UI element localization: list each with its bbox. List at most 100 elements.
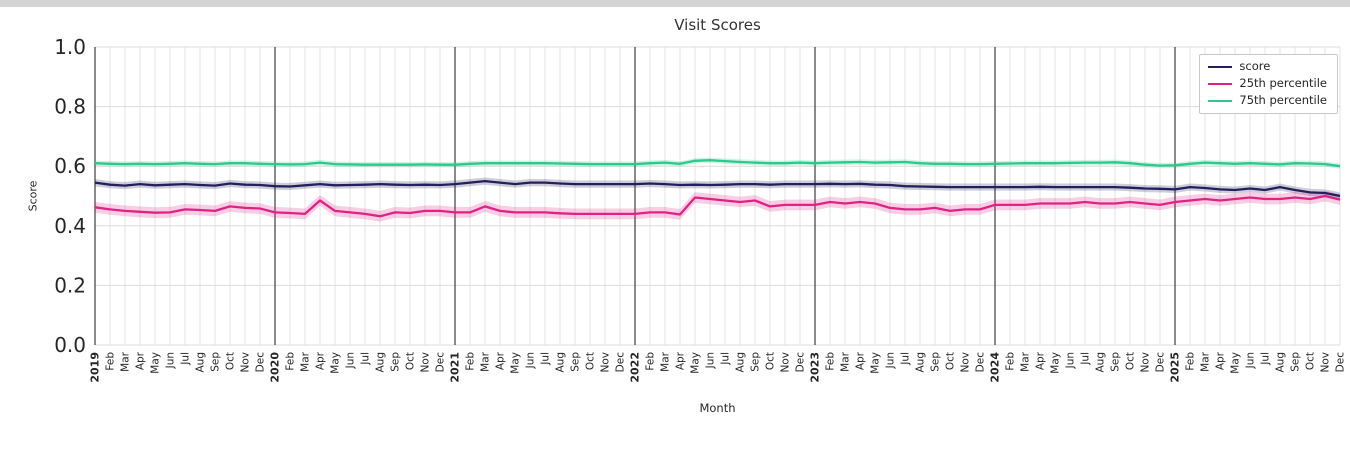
x-tick-label: Sep	[930, 352, 942, 372]
x-tick-label: Jun	[885, 352, 897, 369]
x-tick-label: Sep	[570, 352, 582, 372]
x-tick-label: May	[330, 352, 342, 374]
x-tick-label: Feb	[465, 352, 477, 371]
x-tick-label: Oct	[1305, 352, 1317, 370]
x-tick-label: Apr	[495, 351, 507, 370]
legend-label: 75th percentile	[1239, 93, 1327, 107]
x-tick-label: Jun	[525, 352, 537, 369]
legend-label: score	[1239, 59, 1271, 73]
x-tick-label: Mar	[300, 351, 312, 371]
y-tick-label: 1.0	[54, 35, 86, 59]
x-tick-label: Dec	[795, 352, 807, 373]
x-tick-label: May	[150, 352, 162, 374]
y-tick-label: 0.4	[54, 214, 86, 238]
x-tick-label: Jul	[540, 352, 552, 366]
x-tick-label: Nov	[600, 352, 612, 373]
x-tick-label: Dec	[615, 352, 627, 373]
x-tick-label: Oct	[225, 352, 237, 370]
x-tick-label: Jun	[705, 352, 717, 369]
y-tick-label: 0.2	[54, 273, 86, 297]
x-tick-label: Sep	[1110, 352, 1122, 372]
x-tick-label: Apr	[675, 351, 687, 370]
x-tick-label: Oct	[1125, 352, 1137, 370]
x-tick-label: Jul	[720, 352, 732, 366]
y-axis-label: Score	[26, 180, 40, 212]
x-tick-label: Nov	[960, 352, 972, 373]
x-tick-label: Jul	[900, 352, 912, 366]
x-tick-label: Oct	[765, 352, 777, 370]
x-tick-label: Apr	[855, 351, 867, 370]
legend-swatch	[1208, 99, 1233, 102]
x-tick-label: Jun	[165, 352, 177, 369]
x-tick-label: Jul	[360, 352, 372, 366]
x-tick-label: Dec	[1335, 352, 1347, 373]
x-tick-label: Aug	[1095, 352, 1107, 373]
x-tick-label: Dec	[255, 352, 267, 373]
series-line-75th-percentile	[94, 159, 1341, 168]
x-tick-label: Apr	[1035, 351, 1047, 370]
x-tick-label: Nov	[780, 352, 792, 373]
x-tick-label: Dec	[435, 352, 447, 373]
x-tick-label: Aug	[1275, 352, 1287, 373]
x-tick-label: Sep	[1290, 352, 1302, 372]
x-tick-label: Jun	[345, 352, 357, 369]
legend-swatch	[1208, 65, 1233, 68]
x-tick-label: Mar	[480, 351, 492, 371]
x-tick-label: Aug	[735, 352, 747, 373]
x-tick-label: Apr	[1215, 351, 1227, 370]
legend-item-25th-percentile: 25th percentile	[1208, 77, 1327, 90]
x-tick-label: Mar	[1200, 351, 1212, 371]
x-tick-label: May	[1230, 352, 1242, 374]
x-tick-label: Nov	[1140, 352, 1152, 373]
x-tick-label: Jun	[1065, 352, 1077, 369]
x-tick-label: Aug	[555, 352, 567, 373]
x-tick-label: Dec	[1155, 352, 1167, 373]
x-tick-label: Aug	[375, 352, 387, 373]
x-tick-label: Mar	[660, 351, 672, 371]
x-tick-label: May	[870, 352, 882, 374]
x-tick-label: 2024	[989, 352, 1002, 383]
x-tick-label: Feb	[1005, 352, 1017, 371]
x-tick-label: Jul	[1260, 352, 1272, 366]
x-axis-label: Month	[699, 401, 736, 415]
x-tick-label: Oct	[945, 352, 957, 370]
x-tick-label: Oct	[585, 352, 597, 370]
x-tick-label: Mar	[1020, 351, 1032, 371]
x-tick-label: Mar	[120, 351, 132, 371]
x-tick-label: Apr	[315, 351, 327, 370]
x-tick-label: Nov	[240, 352, 252, 373]
x-tick-label: Feb	[105, 352, 117, 371]
band-score	[95, 177, 1340, 200]
x-tick-label: Oct	[405, 352, 417, 370]
x-tick-label: Jul	[180, 352, 192, 366]
x-tick-label: Mar	[840, 351, 852, 371]
legend-item-75th-percentile: 75th percentile	[1208, 94, 1327, 107]
x-tick-label: May	[510, 352, 522, 374]
y-tick-label: 0.6	[54, 154, 86, 178]
x-tick-label: May	[1050, 352, 1062, 374]
x-tick-label: 2025	[1169, 352, 1182, 383]
y-tick-label: 0.0	[54, 333, 86, 357]
x-tick-label: Feb	[645, 352, 657, 371]
x-tick-label: Dec	[975, 352, 987, 373]
band-75th-percentile	[95, 157, 1340, 169]
x-tick-label: Aug	[195, 352, 207, 373]
x-tick-label: Nov	[420, 352, 432, 373]
legend-swatch	[1208, 82, 1233, 85]
legend: score 25th percentile 75th percentile	[1199, 54, 1338, 114]
x-tick-label: Feb	[1185, 352, 1197, 371]
x-tick-label: 2020	[269, 352, 282, 383]
x-tick-label: 2019	[89, 352, 102, 383]
x-tick-label: Jun	[1245, 352, 1257, 369]
series-line-score	[94, 179, 1341, 198]
band-25th-percentile	[95, 190, 1340, 222]
x-tick-label: 2021	[449, 352, 462, 383]
y-tick-label: 0.8	[54, 95, 86, 119]
legend-item-score: score	[1208, 60, 1327, 73]
x-tick-label: Sep	[750, 352, 762, 372]
window-edge-strip	[0, 0, 1350, 7]
x-tick-label: Sep	[210, 352, 222, 372]
x-tick-label: 2023	[809, 352, 822, 383]
